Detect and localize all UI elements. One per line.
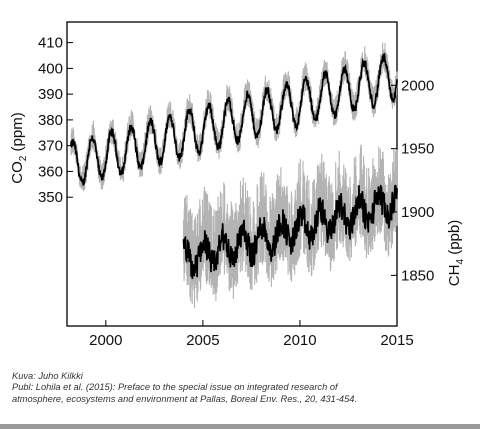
right-tick-label-1900: 1900 (401, 204, 434, 221)
x-tick-label-2015: 2015 (380, 332, 413, 349)
caption-reference-line-1: Publ: Lohila et al. (2015): Preface to t… (12, 382, 338, 393)
right-axis-title: CH4 (ppb) (446, 220, 466, 286)
left-tick-label-390: 390 (38, 86, 63, 103)
left-tick-label-400: 400 (38, 60, 63, 77)
tick-layer: 2000 2005 2010 2015 350 360 370 380 390 400 410 185… (38, 35, 434, 349)
image-caption: Kuva: Juho Kilkki Publ: Lohila et al. (2… (12, 371, 474, 405)
co2-ch4-chart: 2000 2005 2010 2015 350 360 370 380 390 400 410 185… (9, 21, 466, 349)
left-tick-label-370: 370 (38, 138, 63, 155)
x-tick-label-2000: 2000 (89, 332, 122, 349)
x-tick-label-2010: 2010 (283, 332, 316, 349)
left-axis-title: CO2 (ppm) (9, 112, 29, 183)
smoothed-series-left-line (70, 51, 398, 186)
left-tick-label-360: 360 (38, 163, 63, 180)
right-tick-label-2000: 2000 (401, 77, 434, 94)
bottom-rule (0, 424, 480, 429)
right-tick-label-1850: 1850 (401, 267, 434, 284)
left-tick-label-410: 410 (38, 35, 63, 52)
x-tick-label-2005: 2005 (186, 332, 219, 349)
caption-credit: Kuva: Juho Kilkki (12, 371, 83, 381)
right-tick-label-1950: 1950 (401, 141, 434, 158)
left-tick-label-350: 350 (38, 189, 63, 206)
smoothed-series-layer (70, 51, 398, 280)
caption-reference-line-2: atmosphere, ecosystems and environment a… (12, 393, 358, 404)
smoothed-series-right-line (182, 184, 398, 280)
left-tick-label-380: 380 (38, 112, 63, 129)
